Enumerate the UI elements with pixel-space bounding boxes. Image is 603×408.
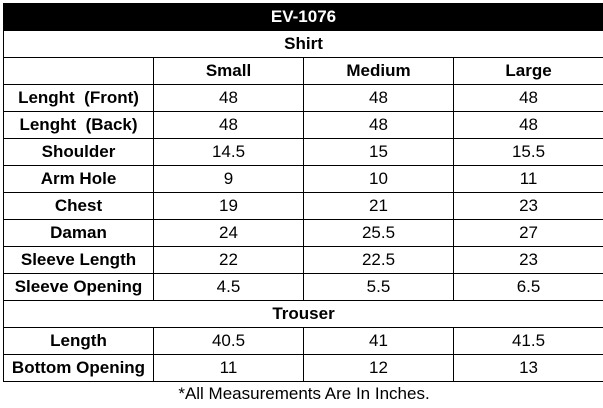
measurement: 22 xyxy=(153,246,304,274)
table-title: EV-1076 xyxy=(2,3,603,31)
table-row: Arm Hole 9 10 11 xyxy=(3,165,603,193)
measurement: 40.5 xyxy=(153,327,304,355)
section-label: Trouser xyxy=(2,300,603,328)
table-row: Shoulder 14.5 15 15.5 xyxy=(3,138,603,166)
row-label: Length xyxy=(3,327,154,355)
measurement: 15.5 xyxy=(452,138,603,166)
measurement: 48 xyxy=(452,111,603,139)
measurement: 24 xyxy=(153,219,304,247)
measurement: 27 xyxy=(452,219,603,247)
size-chart: EV-1076 Shirt Small Medium Large Lenght (Fron… xyxy=(2,3,603,382)
measurement: 19 xyxy=(153,192,304,220)
measurement: 10 xyxy=(303,165,454,193)
measurement: 23 xyxy=(452,192,603,220)
measurement: 48 xyxy=(153,111,304,139)
measurement: 41.5 xyxy=(452,327,603,355)
section-label: Shirt xyxy=(2,30,603,58)
table-row: Sleeve Opening 4.5 5.5 6.5 xyxy=(3,273,603,301)
measurement: 6.5 xyxy=(452,273,603,301)
measurement: 13 xyxy=(452,354,603,382)
measurement: 9 xyxy=(153,165,304,193)
table-row: Lenght (Front) 48 48 48 xyxy=(3,84,603,112)
table-row: Length 40.5 41 41.5 xyxy=(3,327,603,355)
measurement: 25.5 xyxy=(303,219,454,247)
table-row: Small Medium Large xyxy=(3,57,603,85)
measurement: 15 xyxy=(303,138,454,166)
table-row: Bottom Opening 11 12 13 xyxy=(3,354,603,382)
measurement: 48 xyxy=(153,84,304,112)
row-label: Arm Hole xyxy=(3,165,154,193)
table-body: EV-1076 Shirt Small Medium Large Lenght (Fron… xyxy=(2,3,603,382)
row-label: Lenght (Front) xyxy=(3,84,154,112)
row-label: Shoulder xyxy=(3,138,154,166)
table-row: Trouser xyxy=(2,300,603,328)
row-label: Bottom Opening xyxy=(3,354,154,382)
measurement: 21 xyxy=(303,192,454,220)
measurement: 14.5 xyxy=(153,138,304,166)
column-header: Small xyxy=(153,57,304,85)
row-label: Daman xyxy=(3,219,154,247)
table-row: Lenght (Back) 48 48 48 xyxy=(3,111,603,139)
measurement: 22.5 xyxy=(303,246,454,274)
column-header: Medium xyxy=(303,57,454,85)
measurement: 11 xyxy=(153,354,304,382)
table-row: EV-1076 xyxy=(2,3,603,31)
row-label: Sleeve Length xyxy=(3,246,154,274)
row-label: Chest xyxy=(3,192,154,220)
table-row: Shirt xyxy=(2,30,603,58)
measurement: 4.5 xyxy=(153,273,304,301)
measurement: 48 xyxy=(303,111,454,139)
measurement: 11 xyxy=(452,165,603,193)
table-row: Chest 19 21 23 xyxy=(3,192,603,220)
table-row: Sleeve Length 22 22.5 23 xyxy=(3,246,603,274)
measurement: 41 xyxy=(303,327,454,355)
measurement: 48 xyxy=(303,84,454,112)
row-label: Lenght (Back) xyxy=(3,111,154,139)
footnote: *All Measurements Are In Inches. xyxy=(178,384,430,403)
measurement: 5.5 xyxy=(303,273,454,301)
table-row: Daman 24 25.5 27 xyxy=(3,219,603,247)
measurement: 48 xyxy=(452,84,603,112)
header-blank xyxy=(3,57,154,85)
measurement: 23 xyxy=(452,246,603,274)
row-label: Sleeve Opening xyxy=(3,273,154,301)
column-header: Large xyxy=(452,57,603,85)
measurement: 12 xyxy=(303,354,454,382)
